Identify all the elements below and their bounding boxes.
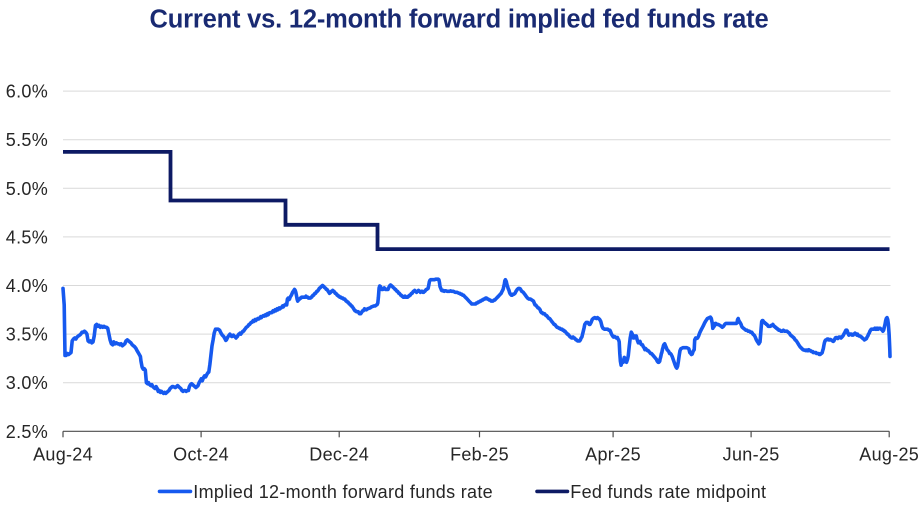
svg-text:Feb-25: Feb-25: [450, 445, 509, 465]
svg-text:Current vs. 12-month forward i: Current vs. 12-month forward implied fed…: [150, 5, 769, 33]
svg-text:Oct-24: Oct-24: [173, 445, 229, 465]
svg-text:4.0%: 4.0%: [6, 276, 48, 296]
svg-text:Fed funds rate midpoint: Fed funds rate midpoint: [570, 482, 766, 502]
svg-text:3.5%: 3.5%: [6, 325, 48, 345]
svg-text:5.5%: 5.5%: [6, 130, 48, 150]
svg-text:Dec-24: Dec-24: [309, 445, 369, 465]
svg-text:3.0%: 3.0%: [6, 373, 48, 393]
svg-text:6.0%: 6.0%: [6, 82, 48, 102]
svg-text:4.5%: 4.5%: [6, 227, 48, 247]
svg-text:Jun-25: Jun-25: [723, 445, 780, 465]
svg-text:5.0%: 5.0%: [6, 179, 48, 199]
svg-text:Implied 12-month forward funds: Implied 12-month forward funds rate: [193, 482, 493, 502]
svg-text:Aug-25: Aug-25: [859, 445, 919, 465]
svg-text:Apr-25: Apr-25: [585, 445, 641, 465]
svg-text:2.5%: 2.5%: [6, 422, 48, 442]
svg-text:Aug-24: Aug-24: [33, 445, 93, 465]
